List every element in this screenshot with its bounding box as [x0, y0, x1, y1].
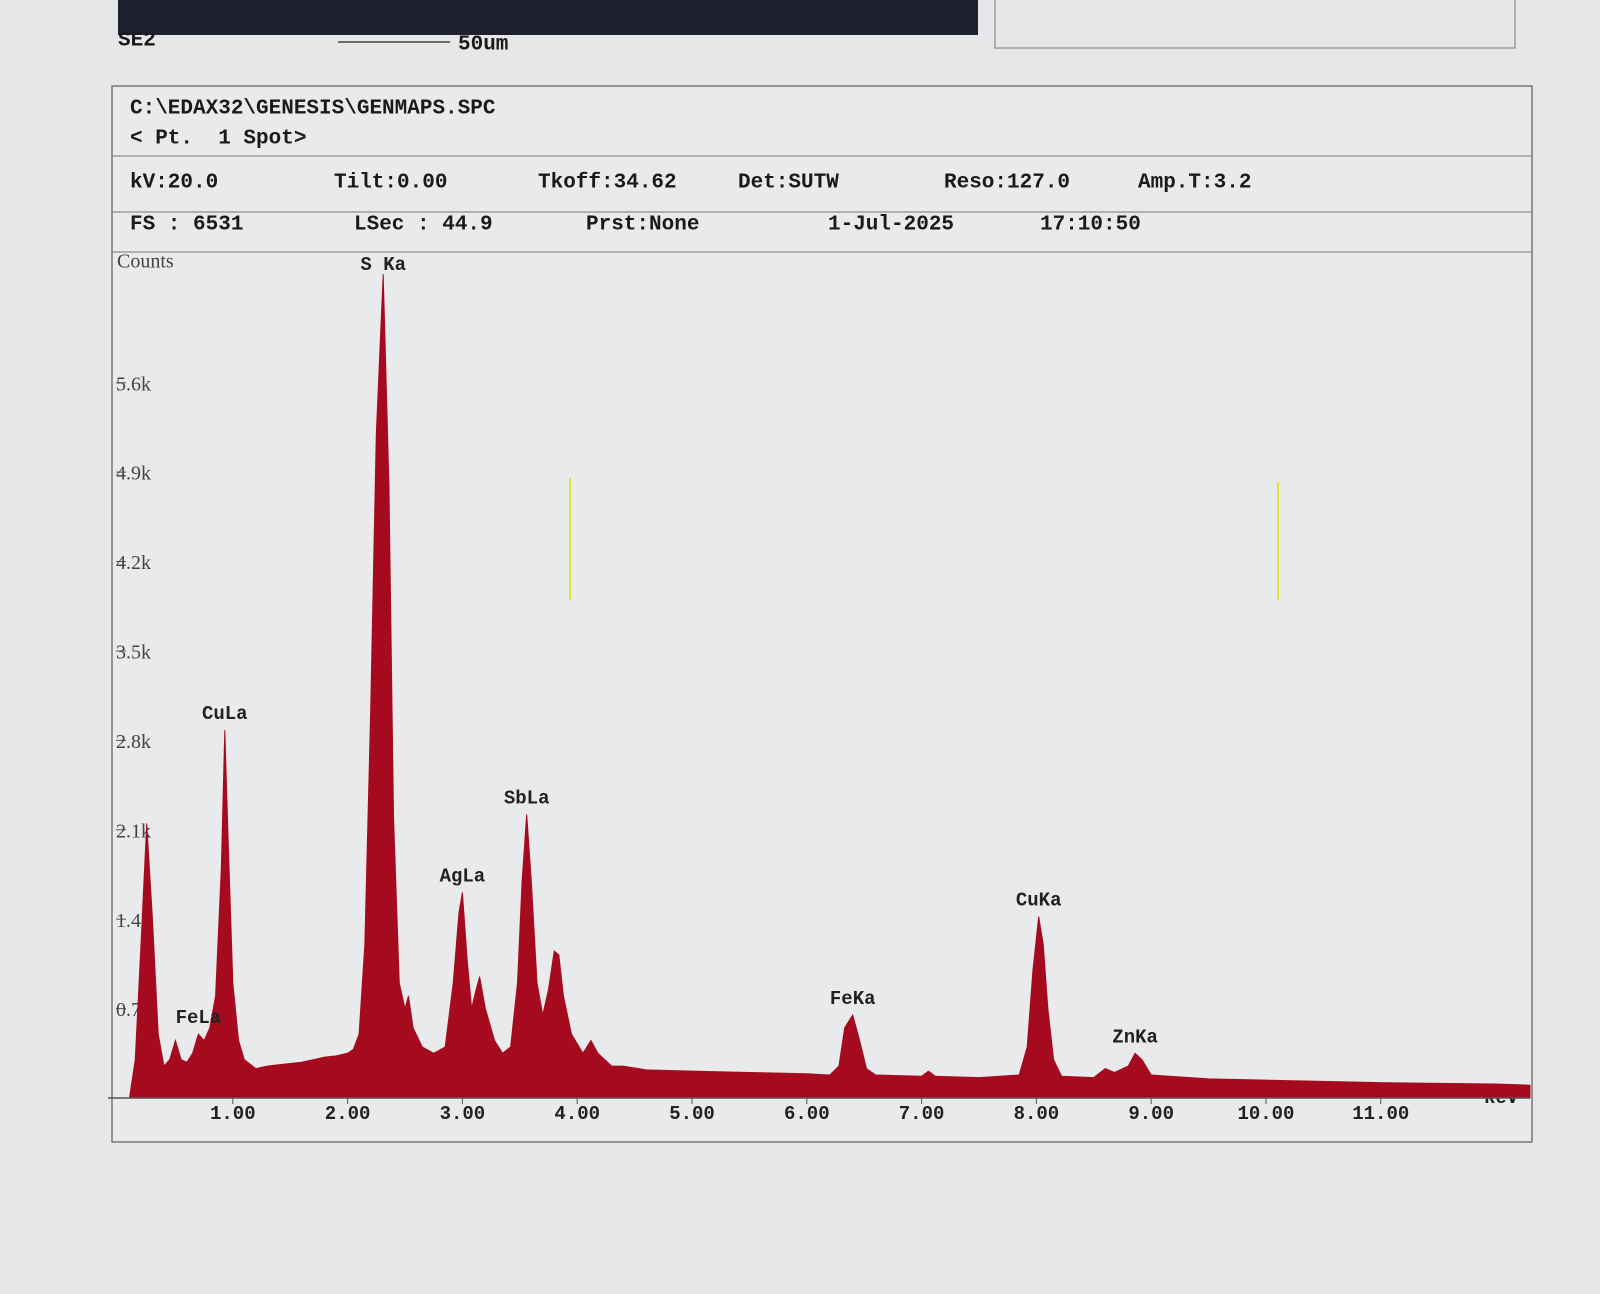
y-tick-label: 4.9k [116, 463, 151, 485]
x-tick-label: 8.00 [1014, 1103, 1060, 1125]
y-axis-title: Counts [117, 251, 174, 273]
y-tick-label: 5.6k [116, 373, 151, 395]
peak-label: SbLa [504, 787, 550, 809]
scale-label: 50um [458, 34, 508, 57]
setting: kV:20.0 [130, 172, 218, 195]
peak-label: CuLa [202, 703, 248, 725]
printout-frame [111, 85, 1533, 1143]
file-path: C:\EDAX32\GENESIS\GENMAPS.SPC [130, 98, 496, 121]
x-tick-label: 3.00 [440, 1103, 486, 1125]
y-tick-label: 3.5k [116, 642, 151, 664]
setting: 1-Jul-2025 [828, 214, 954, 237]
spectrum [128, 274, 1531, 1099]
x-tick-label: 9.00 [1128, 1103, 1174, 1125]
setting: Prst:None [586, 214, 699, 237]
peak-label: S Ka [360, 254, 406, 276]
y-tick-label: 4.2k [116, 552, 151, 574]
detector: SE2 [118, 30, 156, 53]
image-strip [118, 0, 978, 35]
setting: LSec : 44.9 [354, 214, 493, 237]
x-tick-label: 2.00 [325, 1103, 371, 1125]
y-tick-label: 2.1k [116, 820, 151, 842]
x-tick-label: 6.00 [784, 1103, 830, 1125]
peak-label: ZnKa [1112, 1026, 1158, 1048]
side-box [994, 0, 1516, 49]
spectrum-chart: kV:20.0 Tilt:0.00 Tkoff:34.62 Det:SUTW Reso:… [108, 172, 1531, 1125]
setting: Det:SUTW [738, 172, 839, 195]
peak-label: FeLa [176, 1007, 222, 1029]
x-tick-label: 4.00 [554, 1103, 600, 1125]
setting: Reso:127.0 [944, 172, 1070, 195]
peak-label: CuKa [1016, 890, 1062, 912]
x-tick-label: 1.00 [210, 1103, 256, 1125]
x-tick-label: 5.00 [669, 1103, 715, 1125]
setting: Tilt:0.00 [334, 172, 447, 195]
peak-label: AgLa [440, 865, 486, 887]
setting: Amp.T:3.2 [1138, 172, 1251, 195]
point-label: < Pt. 1 Spot> [130, 128, 306, 151]
x-tick-label: 10.00 [1237, 1103, 1294, 1125]
peak-label: FeKa [830, 988, 876, 1010]
x-tick-label: 11.00 [1352, 1103, 1409, 1125]
setting: Tkoff:34.62 [538, 172, 677, 195]
setting: 17:10:50 [1040, 214, 1141, 237]
y-tick-label: 2.8k [116, 731, 151, 753]
setting: FS : 6531 [130, 214, 243, 237]
x-tick-label: 7.00 [899, 1103, 945, 1125]
